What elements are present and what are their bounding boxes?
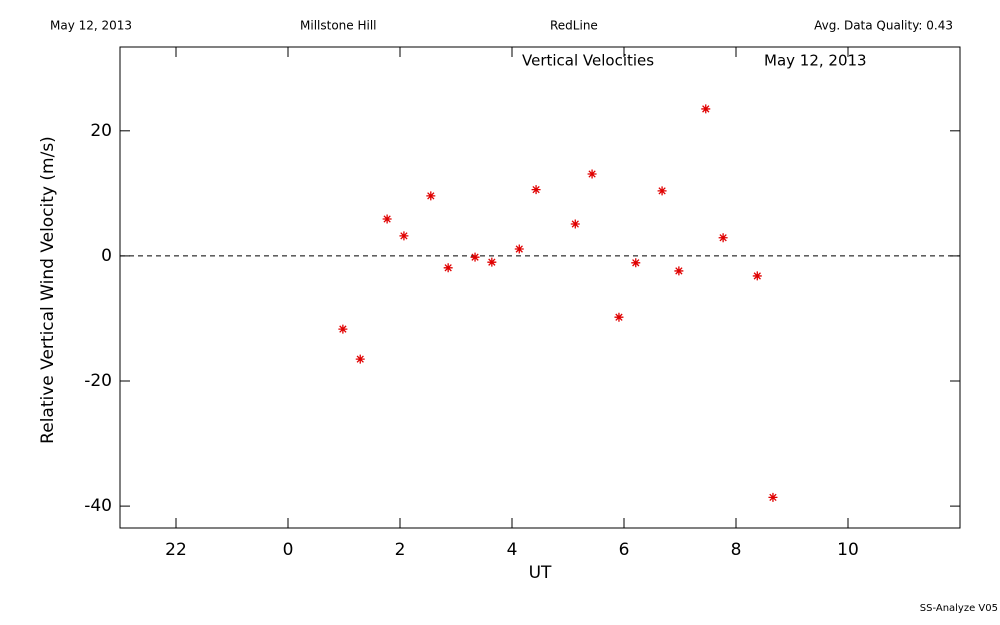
header-quality: Avg. Data Quality: 0.43 <box>814 19 953 33</box>
plot-frame <box>119 46 961 529</box>
x-tick-label: 6 <box>619 540 630 560</box>
header-filter: RedLine <box>550 19 598 33</box>
x-tick-label: 8 <box>731 540 742 560</box>
point <box>570 219 580 229</box>
point <box>674 266 684 276</box>
point <box>426 191 436 201</box>
point <box>631 258 641 268</box>
point <box>701 104 711 114</box>
y-tick-label: 0 <box>101 246 112 266</box>
y-tick-label: -40 <box>84 496 112 516</box>
point <box>338 324 348 334</box>
point <box>487 257 497 267</box>
point <box>470 252 480 262</box>
x-tick-label: 22 <box>165 540 187 560</box>
x-tick-label: 2 <box>395 540 406 560</box>
y-tick-label: 20 <box>90 121 112 141</box>
point <box>399 231 409 241</box>
point <box>531 185 541 195</box>
header-date: May 12, 2013 <box>50 19 132 33</box>
point <box>768 492 778 502</box>
point <box>382 214 392 224</box>
x-tick-label: 0 <box>283 540 294 560</box>
point <box>657 186 667 196</box>
chart-subtitle: May 12, 2013 <box>764 52 867 70</box>
point <box>718 233 728 243</box>
x-tick-label: 4 <box>507 540 518 560</box>
x-axis-label: UT <box>529 563 552 583</box>
header-site: Millstone Hill <box>300 19 376 33</box>
point <box>614 312 624 322</box>
chart-title: Vertical Velocities <box>522 52 654 70</box>
y-axis-label: Relative Vertical Wind Velocity (m/s) <box>38 136 58 444</box>
y-tick-label: -20 <box>84 371 112 391</box>
footer: SS-Analyze V05 <box>920 603 998 614</box>
point <box>514 244 524 254</box>
x-tick-label: 10 <box>837 540 859 560</box>
point <box>443 263 453 273</box>
point <box>587 169 597 179</box>
point <box>355 354 365 364</box>
point <box>752 271 762 281</box>
